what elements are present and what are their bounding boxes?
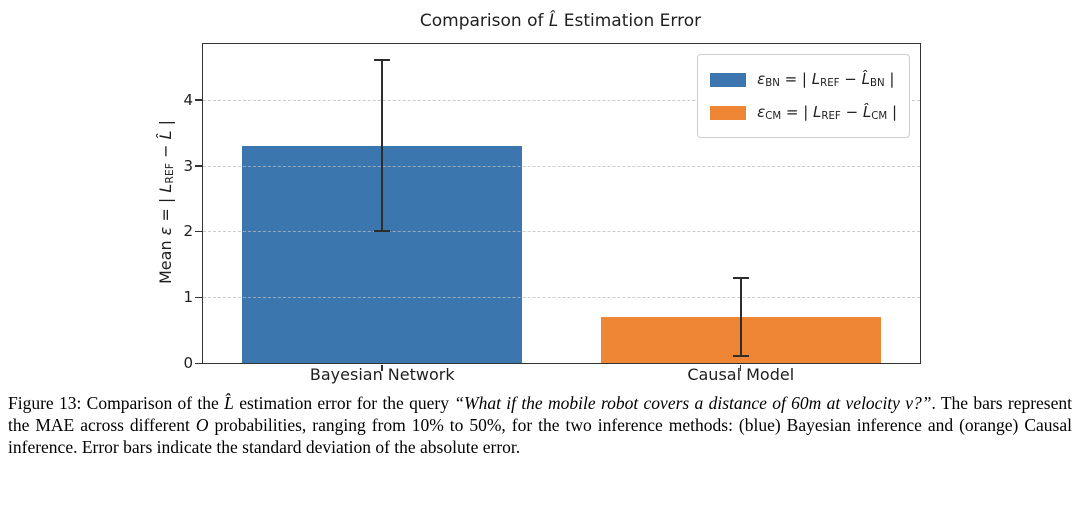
- y-tick-label: 1: [183, 288, 193, 307]
- legend-label: εBN = | LREF − L̂BN |: [757, 69, 895, 90]
- y-tick-mark: [195, 296, 202, 299]
- error-bar-cap: [732, 355, 749, 358]
- error-bar: [739, 277, 742, 357]
- legend-swatch: [710, 105, 747, 120]
- error-bar: [381, 60, 384, 232]
- x-tick-label: Causal Model: [687, 365, 795, 384]
- legend-swatch: [710, 72, 747, 87]
- legend: εBN = | LREF − L̂BN | εCM = | LREF − L̂CM…: [697, 54, 910, 138]
- legend-label: εCM = | LREF − L̂CM |: [757, 102, 897, 123]
- y-tick-mark: [195, 99, 202, 101]
- chart-title: Comparison of L̂ Estimation Error: [419, 11, 702, 31]
- error-bar-cap: [732, 276, 749, 279]
- y-tick-mark: [195, 362, 202, 364]
- y-tick-mark: [195, 230, 202, 233]
- legend-row: εBN = | LREF − L̂BN |: [710, 63, 897, 96]
- y-tick-label: 4: [183, 90, 193, 109]
- legend-row: εCM = | LREF − L̂CM |: [710, 96, 897, 129]
- y-tick-mark: [195, 165, 202, 167]
- y-tick-label: 2: [183, 222, 193, 241]
- x-tick-label: Bayesian Network: [309, 365, 455, 384]
- plot-area: εBN = | LREF − L̂BN | εCM = | LREF − L̂CM…: [183, 43, 921, 384]
- error-bar-cap: [374, 230, 391, 233]
- y-tick-label: 3: [183, 156, 193, 175]
- error-bar-cap: [374, 59, 391, 62]
- x-tick-mark: [381, 365, 383, 371]
- x-tick-mark: [739, 365, 742, 371]
- y-axis-label: Mean ε = | LREF − L̂ |: [155, 120, 177, 284]
- y-tick-label: 0: [183, 354, 193, 372]
- figure-caption: Figure 13: Comparison of the L̂ estimati…: [8, 393, 1072, 457]
